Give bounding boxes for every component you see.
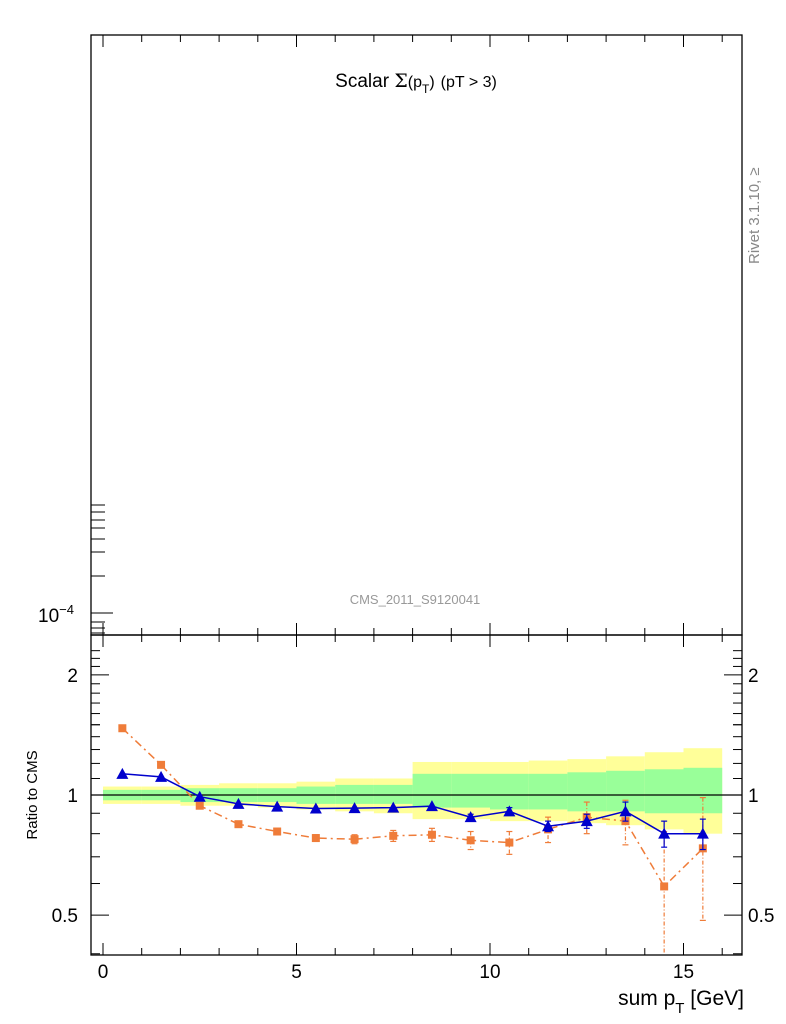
- orange-square-marker: [311, 834, 320, 843]
- blue-triangle-marker: [503, 805, 516, 817]
- main-ytick-label-1e-4: 10−4: [38, 602, 74, 627]
- ratio-panel: 0 5 10 15 0.5 0.5 1 1 2 2 Ratio to CMS sum pT [Ge…: [24, 634, 775, 1017]
- y-tick-label-left: 2: [67, 666, 78, 687]
- orange-square-marker: [505, 838, 514, 847]
- green-band-segment: [644, 769, 684, 814]
- blue-series-line: [122, 773, 703, 835]
- blue-triangle-marker: [580, 815, 593, 827]
- main-panel: 10−4 Scalar Σ(pT) (pT > 3) CMS_2011_S9120…: [38, 34, 763, 636]
- x-tick-label: 10: [479, 962, 500, 983]
- blue-triangle-marker: [464, 811, 477, 823]
- green-band-segment: [490, 773, 529, 810]
- x-axis-label: sum pT [GeV]: [618, 987, 744, 1017]
- blue-triangle-marker: [309, 802, 322, 814]
- orange-square-marker: [389, 831, 398, 840]
- main-panel-frame: [90, 34, 743, 636]
- orange-square-marker: [660, 882, 669, 891]
- green-band-segment: [683, 767, 723, 814]
- green-band-segment: [335, 784, 374, 804]
- y-tick-label-right: 1: [748, 786, 759, 807]
- green-band-segment: [373, 784, 413, 804]
- y-tick-label-right: 2: [748, 666, 759, 687]
- blue-triangle-marker: [425, 800, 438, 812]
- main-top-x-ticks: [102, 35, 723, 635]
- x-tick-label: 15: [673, 962, 694, 983]
- orange-square-marker: [466, 836, 475, 845]
- chart-title: Scalar Σ(pT) (pT > 3): [335, 70, 497, 96]
- orange-square-marker: [273, 827, 282, 836]
- orange-square-marker: [118, 724, 127, 733]
- ratio-series: [116, 724, 709, 955]
- y-tick-label-left: 1: [67, 786, 78, 807]
- y-tick-label-left: 0.5: [52, 906, 78, 927]
- analysis-watermark: CMS_2011_S9120041: [350, 592, 481, 607]
- blue-triangle-marker: [658, 827, 671, 839]
- x-tick-label: 5: [291, 962, 302, 983]
- blue-triangle-marker: [619, 805, 632, 817]
- blue-triangle-marker: [193, 790, 206, 802]
- blue-triangle-marker: [271, 800, 284, 812]
- y-tick-label-right: 0.5: [748, 906, 774, 927]
- blue-triangle-marker: [116, 767, 129, 779]
- blue-triangle-marker: [542, 820, 555, 832]
- blue-triangle-marker: [348, 802, 361, 814]
- blue-triangle-marker: [232, 797, 245, 809]
- orange-square-marker: [234, 820, 243, 829]
- x-tick-label: 0: [98, 962, 109, 983]
- orange-square-marker: [195, 801, 204, 810]
- green-band-segment: [528, 773, 568, 810]
- orange-square-marker: [427, 830, 436, 839]
- rivet-version-label: Rivet 3.1.10, ≥: [746, 167, 763, 264]
- green-band-segment: [451, 773, 490, 808]
- orange-square-marker: [157, 760, 166, 769]
- blue-triangle-marker: [696, 827, 709, 839]
- blue-triangle-marker: [387, 801, 400, 813]
- main-y-ticks: [91, 504, 113, 634]
- ratio-y-axis-label: Ratio to CMS: [24, 750, 41, 839]
- ratio-axis-ticks: [91, 635, 742, 955]
- blue-triangle-marker: [155, 770, 168, 782]
- ratio-tick-labels: 0 5 10 15 0.5 0.5 1 1 2 2: [52, 666, 775, 983]
- orange-square-marker: [350, 835, 359, 844]
- orange-series-line: [121, 727, 704, 888]
